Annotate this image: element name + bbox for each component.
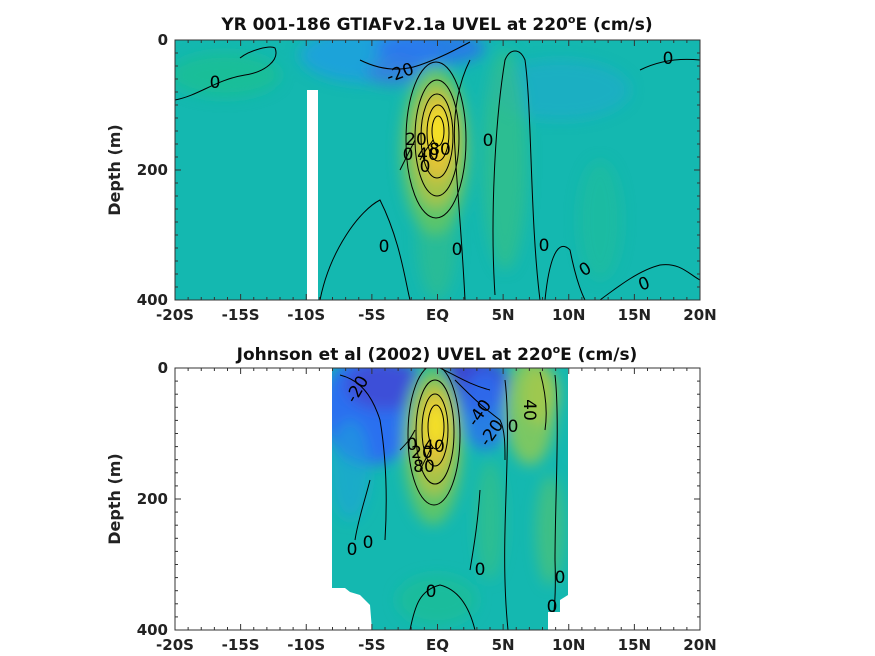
y-tick-label: 200 <box>137 490 168 508</box>
contour-label: 0 <box>539 236 550 256</box>
y-axis-label-observed: Depth (m) <box>105 453 124 545</box>
chart-title-model: YR 001-186 GTIAFv2.1a UVEL at 220oE (cm/… <box>220 13 652 35</box>
chart-title-observed: Johnson et al (2002) UVEL at 220oE (cm/s… <box>236 343 638 365</box>
y-tick-label: 200 <box>137 161 168 179</box>
contour-label: 0 <box>347 540 358 560</box>
x-tick-label: 5N <box>492 636 515 654</box>
heatmap-model: 0 -20 0 0 20 40 80 0 0 0 0 0 0 0 <box>175 40 700 300</box>
contour-label: 20 <box>411 443 433 463</box>
x-tick-label: EQ <box>426 636 449 654</box>
contour-lines-model <box>175 41 700 300</box>
contour-labels-model: 0 -20 0 0 20 40 80 0 0 0 0 0 0 0 <box>210 49 674 296</box>
y-axis-label-model: Depth (m) <box>105 124 124 216</box>
contour-label: 0 <box>379 237 390 257</box>
panel-observed: Johnson et al (2002) UVEL at 220oE (cm/s… <box>105 343 717 654</box>
contour-label: 0 <box>452 240 463 260</box>
contour-label: 0 <box>407 435 418 455</box>
contour-lines-observed <box>339 368 558 630</box>
x-tick-label: -15S <box>222 306 260 324</box>
x-tick-label: 5N <box>492 306 515 324</box>
contour-label: 80 <box>429 140 451 160</box>
heatmap-observed: -20 0 -40 -20 0 40 20 40 80 0 0 0 0 0 0 <box>175 368 700 630</box>
panel-model: YR 001-186 GTIAFv2.1a UVEL at 220oE (cm/… <box>105 13 717 324</box>
y-tick-label: 0 <box>158 359 168 377</box>
y-tick-label: 400 <box>137 291 168 309</box>
y-tick-label: 0 <box>158 31 168 49</box>
contour-label: 0 <box>555 568 566 588</box>
x-tick-label: -10S <box>287 306 325 324</box>
x-tick-label: 15N <box>618 306 651 324</box>
x-tick-label: -5S <box>358 636 385 654</box>
contour-label: 0 <box>210 73 221 93</box>
contour-label: 20 <box>405 130 427 150</box>
contour-label: 40 <box>519 399 539 421</box>
x-tick-label: -20S <box>156 636 194 654</box>
x-tick-label: -10S <box>287 636 325 654</box>
contour-label: 0 <box>426 582 437 602</box>
contour-label: 0 <box>420 157 431 177</box>
contour-label: 0 <box>475 560 486 580</box>
masked-region <box>307 90 318 300</box>
x-tick-label: -5S <box>358 306 385 324</box>
contour-labels-observed: -20 0 -40 -20 0 40 20 40 80 0 0 0 0 0 0 <box>342 372 565 617</box>
y-tick-label: 400 <box>137 621 168 639</box>
x-tick-label: -20S <box>156 306 194 324</box>
contour-label: 40 <box>423 437 445 457</box>
x-tick-label: 15N <box>618 636 651 654</box>
contour-label: 0 <box>403 145 414 165</box>
x-tick-label: 10N <box>552 636 585 654</box>
x-tick-label: EQ <box>426 306 449 324</box>
x-tick-label: 20N <box>683 306 716 324</box>
contour-label: 40 <box>417 145 439 165</box>
contour-label: 0 <box>663 49 674 69</box>
contour-label: 0 <box>547 597 558 617</box>
contour-label: 0 <box>483 131 494 151</box>
x-tick-label: 10N <box>552 306 585 324</box>
contour-label: 0 <box>363 533 374 553</box>
x-tick-label: -15S <box>222 636 260 654</box>
x-tick-label: 20N <box>683 636 716 654</box>
contour-label: 80 <box>413 457 435 477</box>
contour-label: 0 <box>508 417 519 437</box>
